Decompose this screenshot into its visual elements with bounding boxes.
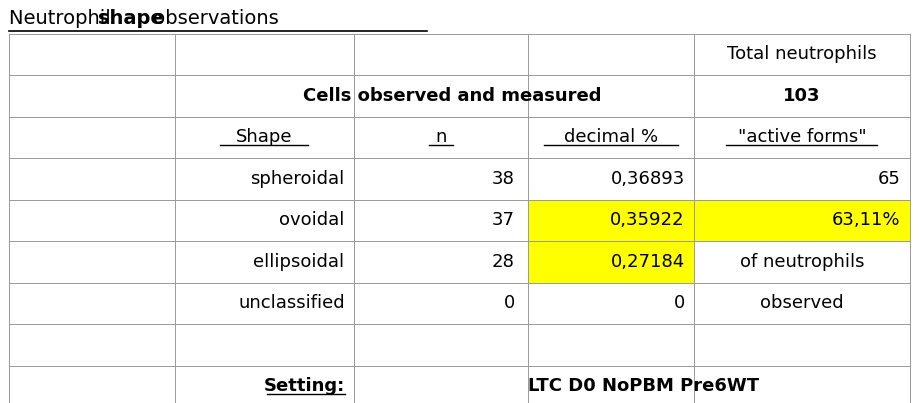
- Text: spheroidal: spheroidal: [250, 170, 345, 188]
- Text: Neutrophil: Neutrophil: [9, 8, 118, 28]
- Bar: [694, 199, 910, 241]
- Text: 103: 103: [783, 87, 821, 105]
- Text: 0,27184: 0,27184: [610, 253, 685, 271]
- Text: shape: shape: [98, 8, 165, 28]
- Text: ovoidal: ovoidal: [279, 212, 345, 229]
- Text: 0: 0: [674, 295, 685, 312]
- Text: 0,35922: 0,35922: [610, 212, 685, 229]
- Text: "active forms": "active forms": [738, 129, 866, 146]
- Text: 0: 0: [504, 295, 515, 312]
- Text: observations: observations: [147, 8, 278, 28]
- Text: of neutrophils: of neutrophils: [740, 253, 864, 271]
- Text: observed: observed: [760, 295, 844, 312]
- Text: 37: 37: [492, 212, 515, 229]
- Bar: [528, 199, 694, 241]
- Text: 38: 38: [492, 170, 515, 188]
- Text: 28: 28: [492, 253, 515, 271]
- Text: Total neutrophils: Total neutrophils: [727, 46, 877, 63]
- Text: unclassified: unclassified: [238, 295, 345, 312]
- Text: Shape: Shape: [236, 129, 292, 146]
- Text: Cells observed and measured: Cells observed and measured: [303, 87, 602, 105]
- Text: 65: 65: [878, 170, 901, 188]
- Bar: [528, 241, 694, 283]
- Text: ellipsoidal: ellipsoidal: [254, 253, 345, 271]
- Text: 0,36893: 0,36893: [610, 170, 685, 188]
- Text: Setting:: Setting:: [264, 378, 345, 395]
- Text: 63,11%: 63,11%: [832, 212, 901, 229]
- Text: decimal %: decimal %: [564, 129, 658, 146]
- Text: n: n: [436, 129, 447, 146]
- Text: LTC D0 NoPBM Pre6WT: LTC D0 NoPBM Pre6WT: [528, 378, 759, 395]
